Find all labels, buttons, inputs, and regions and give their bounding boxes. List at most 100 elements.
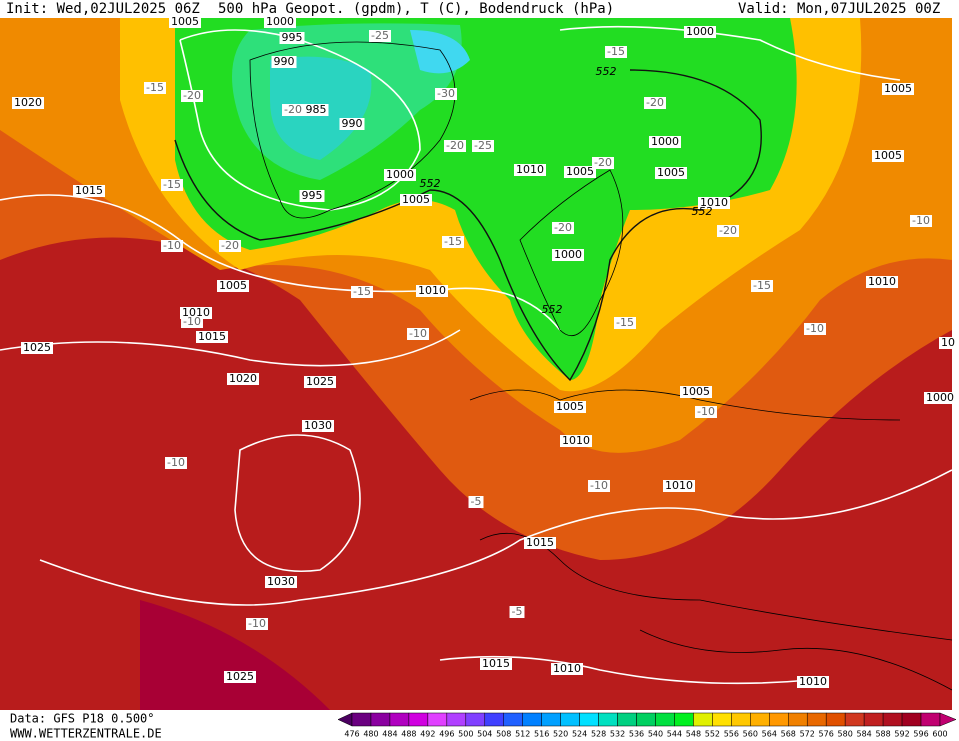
isobar-label-box <box>797 676 829 688</box>
temperature-label: -10 <box>163 239 181 252</box>
temperature-label-box <box>910 215 932 227</box>
isobar-label-group: 1000 <box>684 25 716 38</box>
isobar-label-group: 1000 <box>649 135 681 148</box>
isobar-label: 1010 <box>799 675 827 688</box>
isobar-label: 1015 <box>198 330 226 343</box>
isobar-label-group: 1005 <box>217 279 249 292</box>
isobar-label-group: 1010 <box>797 675 829 688</box>
temperature-label: -20 <box>719 224 737 237</box>
colorbar-tick-label: 544 <box>667 730 682 739</box>
colorbar-cell <box>693 712 713 727</box>
temperature-label: -10 <box>697 405 715 418</box>
isobar-label-box <box>416 285 448 297</box>
isobar-label: 10 <box>941 336 955 349</box>
colorbar-tick-label: 584 <box>856 730 871 739</box>
temperature-label-group: -15 <box>144 81 166 94</box>
temperature-label-box <box>644 97 666 109</box>
temperature-label-box <box>472 140 494 152</box>
temperature-label-box <box>592 157 614 169</box>
isobar-label-group: 1010 <box>560 434 592 447</box>
init-label: Init: Wed,02JUL2025 06Z <box>6 1 200 17</box>
temperature-label: -10 <box>806 322 824 335</box>
isobar-label: 1005 <box>657 166 685 179</box>
colorbar-tick-label: 496 <box>439 730 454 739</box>
isobar-label-group: 1000 <box>924 391 956 404</box>
isobar-label-box <box>12 97 44 109</box>
temperature-label: -15 <box>163 178 181 191</box>
colorbar-cell <box>674 712 694 727</box>
isobar-label-group: 1010 <box>514 163 546 176</box>
colorbar-cell <box>825 712 846 727</box>
colorbar-tick-label: 480 <box>363 730 378 739</box>
isobar-label-group: 1005 <box>554 400 586 413</box>
temperature-label: -20 <box>221 239 239 252</box>
isobar-label-group: 1000 <box>552 248 584 261</box>
temperature-label-box <box>144 82 166 94</box>
temperature-label-box <box>588 480 610 492</box>
isobar-label: 1005 <box>219 279 247 292</box>
isobar-label-box <box>169 16 201 28</box>
map-field <box>0 18 952 710</box>
colorbar-tick-label: 588 <box>875 730 890 739</box>
temperature-label: -5 <box>471 495 482 508</box>
isobar-label: 1030 <box>267 575 295 588</box>
temperature-label: -10 <box>183 315 201 328</box>
temperature-label-box <box>407 328 429 340</box>
temperature-label-box <box>614 317 636 329</box>
isobar-label: 1000 <box>651 135 679 148</box>
colorbar-tick-label: 492 <box>420 730 435 739</box>
geopotential-label: 552 <box>542 303 563 316</box>
field-dark-red <box>140 600 330 710</box>
isobar-label-group: 1005 <box>169 15 201 28</box>
data-source: Data: GFS P18 0.500° <box>10 712 155 726</box>
temperature-label: -15 <box>146 81 164 94</box>
isobar-label: 1010 <box>553 662 581 675</box>
colorbar-cell <box>465 712 486 727</box>
geopotential-label: 552 <box>596 65 617 78</box>
isobar-label-box <box>73 185 105 197</box>
temperature-label-box <box>435 88 457 100</box>
colorbar-tick-label: 508 <box>496 730 511 739</box>
field-light-blue <box>410 30 470 74</box>
isobar-label-group: 1005 <box>872 149 904 162</box>
isobar-label-box <box>224 671 256 683</box>
z552-contour <box>174 69 762 382</box>
isobar-label-group: 1020 <box>227 372 259 385</box>
isobar-label-group: 1015 <box>196 330 228 343</box>
temperature-label-group: -5 <box>509 605 525 618</box>
colorbar-tick-label: 580 <box>838 730 853 739</box>
isobar-label: 1005 <box>682 385 710 398</box>
temperature-label-group: -15 <box>442 235 464 248</box>
isobar-label-box <box>21 342 53 354</box>
isobar-label-group: 1020 <box>12 96 44 109</box>
isobar-label: 1010 <box>700 196 728 209</box>
temperature-label: -10 <box>248 617 266 630</box>
colorbar-cell <box>389 712 410 727</box>
isobar-label-group: 1015 <box>524 536 556 549</box>
isobar-label: 1010 <box>182 306 210 319</box>
isobar-label: 990 <box>274 55 295 68</box>
temperature-label-box <box>246 618 268 630</box>
isobar-label-box <box>271 56 297 68</box>
temperature-label-box <box>181 90 203 102</box>
temperature-label-box <box>165 457 187 469</box>
temperature-label-group: -10 <box>804 322 826 335</box>
isobar-label-box <box>196 331 228 343</box>
isobar-label-group: 10 <box>939 336 957 349</box>
isobar-label: 985 <box>306 103 327 116</box>
isobar-label: 1015 <box>526 536 554 549</box>
colorbar-cell <box>788 712 808 727</box>
temperature-label-group: -20 <box>282 103 304 116</box>
isobar-label-group: 1030 <box>302 419 334 432</box>
temperature-label-box <box>161 179 183 191</box>
colorbar-tick-label: 548 <box>686 730 701 739</box>
temperature-label-group: -20 <box>717 224 739 237</box>
isobar-label-group: 1025 <box>304 375 336 388</box>
isobar-label-box <box>649 136 681 148</box>
temperature-label-group: -25 <box>369 29 391 42</box>
colorbar-cell <box>806 712 827 727</box>
isobar-label: 1025 <box>23 341 51 354</box>
colorbar-cell <box>351 712 372 727</box>
